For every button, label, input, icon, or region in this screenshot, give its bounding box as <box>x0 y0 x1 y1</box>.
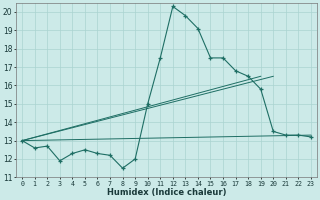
X-axis label: Humidex (Indice chaleur): Humidex (Indice chaleur) <box>107 188 226 197</box>
